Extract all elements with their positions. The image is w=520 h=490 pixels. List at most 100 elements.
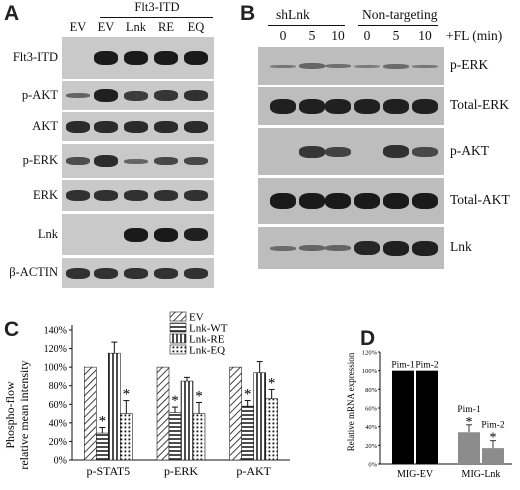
panel-d-bar xyxy=(458,432,480,464)
panel-a-row-label: Flt3-ITD xyxy=(12,50,58,64)
panel-c-bar xyxy=(265,398,278,461)
blot-band xyxy=(124,190,148,201)
panel-b-blot-strip xyxy=(258,128,444,175)
panel-b-row-label: Lnk xyxy=(450,239,472,254)
panel-c-bar xyxy=(241,405,254,461)
panel-d-axis: 0% 20% 40% 60% 80% 100% 120% xyxy=(362,350,512,469)
blot-band xyxy=(154,51,178,65)
blot-band xyxy=(184,190,208,201)
blot-band xyxy=(154,90,178,101)
panel-b-blot-strip xyxy=(258,178,444,224)
panel-b-group-line-1 xyxy=(268,25,345,26)
blot-band xyxy=(184,51,208,65)
blot-band xyxy=(412,64,438,68)
blot-band xyxy=(184,157,208,165)
blot-band xyxy=(299,245,325,251)
blot-band xyxy=(94,190,118,201)
panel-c-legend-swatch xyxy=(169,322,187,333)
blot-band xyxy=(154,227,178,242)
blot-band xyxy=(184,90,208,101)
blot-band xyxy=(354,98,380,114)
panel-c-significance-star: * xyxy=(123,387,131,403)
panel-d-chart: Relative mRNA expression 0% 20% 40% 60% 80% 1… xyxy=(346,350,512,480)
panel-a-blot-strip xyxy=(62,81,214,110)
panel-d-ytick-label: 20% xyxy=(365,443,378,450)
blot-band xyxy=(299,63,325,69)
panel-c-legend-label: Lnk-RE xyxy=(189,334,225,346)
blot-band xyxy=(270,64,296,68)
blot-band xyxy=(184,120,208,133)
blot-band xyxy=(383,63,409,69)
panel-c-legend-swatch xyxy=(169,311,187,322)
panel-c-ylabel-2: relative mean intensity xyxy=(17,360,31,469)
panel-b-letter: B xyxy=(240,2,256,25)
panel-b-row-label: p-AKT xyxy=(450,142,489,158)
blot-band xyxy=(299,193,325,209)
panel-d-significance-star: * xyxy=(490,431,497,446)
blot-band xyxy=(124,51,148,65)
panel-c-legend-swatch xyxy=(169,344,187,355)
panel-b-row-label: Total-ERK xyxy=(450,97,510,112)
panel-c-letter: C xyxy=(4,318,20,341)
panel-a-blot-strip xyxy=(62,144,214,178)
blot-band xyxy=(325,64,351,68)
blot-band xyxy=(154,157,178,165)
panel-a-row-label: Lnk xyxy=(37,226,58,241)
blot-band xyxy=(270,193,296,209)
blot-band xyxy=(354,241,380,255)
panel-a-row-label: p-ERK xyxy=(22,153,58,167)
panel-a-group-line xyxy=(100,17,213,18)
panel-c-ytick-label: 120% xyxy=(44,344,67,355)
panel-c-bar xyxy=(253,372,266,461)
panel-b-row-label: p-ERK xyxy=(450,57,489,72)
panel-b-group-shlnk: shLnk xyxy=(276,7,310,22)
panel-c-legend-label: Lnk-EQ xyxy=(189,345,225,357)
blot-band xyxy=(154,190,178,201)
panel-a-letter: A xyxy=(4,2,20,25)
blot-band xyxy=(383,98,409,114)
panel-b-timepoint: 10 xyxy=(331,28,345,43)
panel-b-timepoint: 5 xyxy=(392,28,400,43)
blot-band xyxy=(94,155,118,167)
panel-a-lane-label: RE xyxy=(158,20,174,34)
blot-band xyxy=(325,245,351,251)
panel-c-ytick-label: 80% xyxy=(49,381,67,392)
panel-b-timepoint: 0 xyxy=(279,28,287,43)
panel-a-blot-strip xyxy=(62,258,214,288)
blot-band xyxy=(354,64,380,68)
panel-a-blot-strip xyxy=(62,214,214,255)
panel-c-chart: Phospho-flow relative mean intensity 0% 2… xyxy=(3,311,290,478)
blot-band xyxy=(383,240,409,256)
panel-c-legend-swatch xyxy=(169,333,187,344)
blot-band xyxy=(94,89,118,102)
blot-band xyxy=(383,193,409,209)
panel-c-category-label: p-STAT5 xyxy=(86,464,130,478)
blot-band xyxy=(354,193,380,209)
panel-c-ylabel-1: Phospho-flow xyxy=(3,381,17,449)
panel-c-ytick-label: 20% xyxy=(49,437,67,448)
blot-band xyxy=(66,157,90,165)
blot-band xyxy=(66,120,90,133)
panel-c-bar xyxy=(84,366,97,461)
panel-c-ytick-label: 140% xyxy=(44,326,67,337)
panel-d-ytick-label: 40% xyxy=(365,424,378,431)
panel-c-category-label: p-ERK xyxy=(164,464,198,478)
panel-c-ytick-label: 40% xyxy=(49,418,67,429)
blot-band xyxy=(270,245,296,251)
blot-band xyxy=(270,98,296,114)
blot-band xyxy=(412,146,438,157)
blot-band xyxy=(124,158,148,164)
blot-band xyxy=(66,267,90,279)
blot-band xyxy=(154,267,178,279)
panel-b-blot-strip xyxy=(258,47,444,85)
panel-d-significance-star: * xyxy=(466,415,473,430)
blot-band xyxy=(325,98,351,114)
blot-band xyxy=(124,267,148,279)
panel-c-bar xyxy=(168,412,182,461)
panel-d-series-label: Pim-1 xyxy=(391,361,414,371)
panel-c-bars: * * p-STAT5 * * p-ERK * * p-AKT xyxy=(84,341,278,478)
blot-band xyxy=(124,120,148,133)
panel-a-blot-strip xyxy=(62,37,214,79)
